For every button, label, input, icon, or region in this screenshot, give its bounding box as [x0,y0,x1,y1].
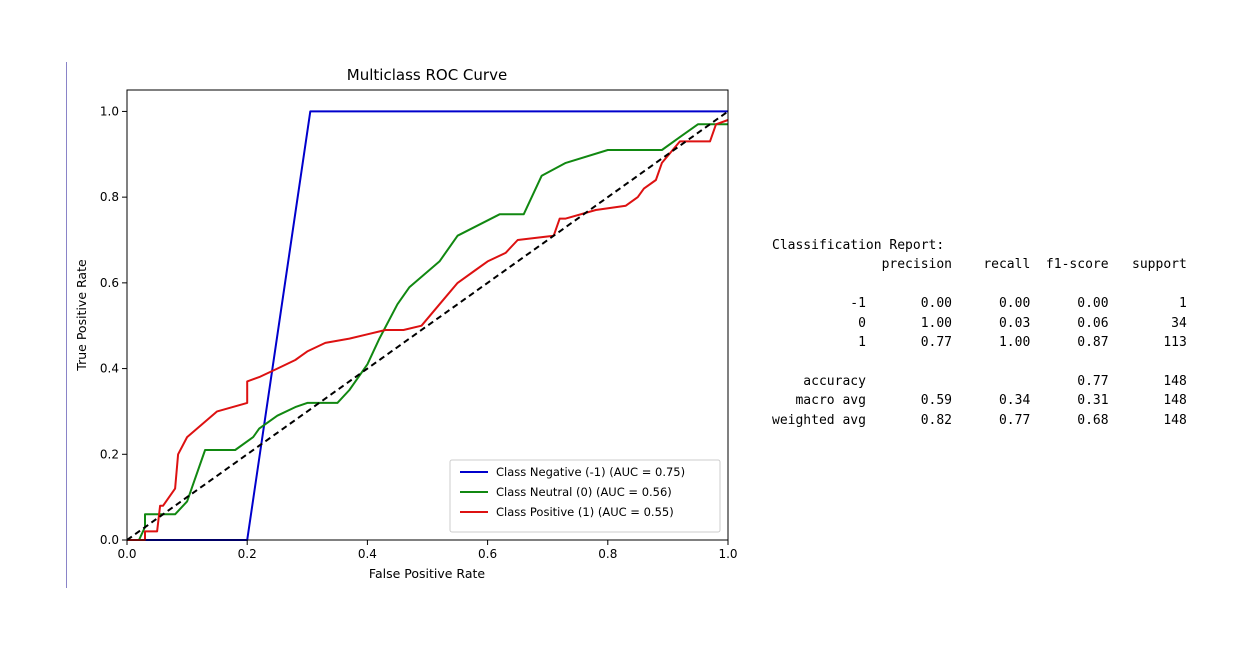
y-tick-label: 0.2 [100,447,119,461]
x-tick-label: 1.0 [718,547,737,561]
classification-report: Classification Report: precision recall … [772,236,1187,430]
left-divider-line [66,62,67,588]
report-line [772,275,1187,294]
x-tick-label: 0.2 [238,547,257,561]
x-tick-label: 0.4 [358,547,377,561]
chart-title: Multiclass ROC Curve [347,66,507,84]
report-line: weighted avg 0.82 0.77 0.68 148 [772,412,1187,428]
legend-entry: Class Positive (1) (AUC = 0.55) [496,505,674,519]
report-line: Classification Report: [772,238,945,253]
x-tick-label: 0.8 [598,547,617,561]
y-tick-label: 0.0 [100,533,119,547]
y-tick-label: 0.8 [100,190,119,204]
x-tick-label: 0.0 [117,547,136,561]
y-axis-label: True Positive Rate [74,259,89,372]
report-line: precision recall f1-score support [772,257,1187,273]
series-line-2 [127,119,729,541]
x-tick-label: 0.6 [478,547,497,561]
plot-area: 0.0 0.2 0.4 0.6 0.8 1.0 0.0 0.2 0.4 0.6 0.8 1.0 Clas… [100,89,738,561]
report-line: accuracy 0.77 148 [772,373,1187,389]
x-axis-label: False Positive Rate [369,566,485,581]
legend-box [449,459,721,533]
y-tick-label: 0.4 [100,362,119,376]
roc-chart: Multiclass ROC Curve 0.0 0.2 0.4 0.6 0.8 1.00… [74,66,738,581]
y-tick-label: 1.0 [100,104,119,118]
series-line-1 [127,123,728,541]
report-line [772,352,1187,371]
y-tick-label: 0.6 [100,276,119,290]
axes-frame [126,89,729,541]
legend-entry: Class Negative (-1) (AUC = 0.75) [496,465,685,479]
report-line: -1 0.00 0.00 0.00 1 [772,296,1187,312]
report-line: macro avg 0.59 0.34 0.31 148 [772,393,1187,409]
diagonal-reference-line [126,110,729,541]
legend-entry: Class Neutral (0) (AUC = 0.56) [496,485,672,499]
report-line: 1 0.77 1.00 0.87 113 [772,335,1187,351]
report-line: 0 1.00 0.03 0.06 34 [772,315,1187,331]
